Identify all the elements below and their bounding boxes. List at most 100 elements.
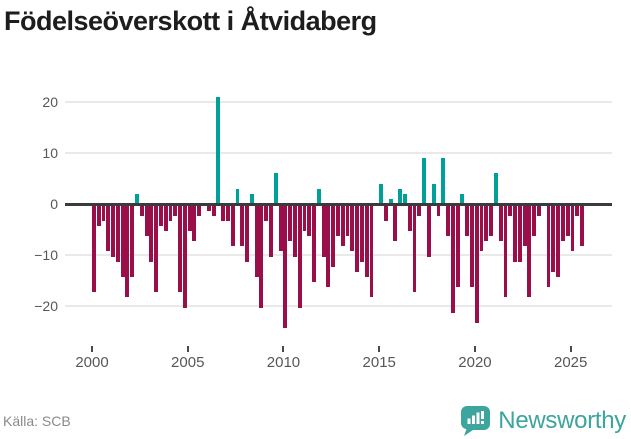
bar-2016Q4 [412,205,417,293]
bar-2013Q1 [340,205,345,247]
bar-2025Q2 [575,205,580,216]
x-tick-label: 2010 [266,354,301,371]
bar-2010Q3 [292,205,297,257]
gridline-y-10 [65,254,612,256]
bar-2000Q3 [101,205,106,221]
bar-2022Q1 [513,205,517,262]
bar-2017Q2 [422,158,427,204]
bar-2006Q2 [211,205,216,216]
bar-2017Q3 [426,205,431,257]
bar-2002Q3 [139,205,144,216]
bar-2020Q2 [479,205,484,252]
bar-2024Q2 [556,205,561,277]
bar-2019Q2 [460,193,465,204]
bar-2018Q1 [436,205,441,216]
bar-2025Q1 [570,205,575,252]
bar-2021Q4 [508,205,513,216]
gridline-y10 [65,152,612,154]
x-tick-label: 2025 [554,354,588,371]
newsworthy-wordmark: Newsworthy [498,406,626,434]
bar-2018Q2 [441,158,446,204]
x-tick-label: 2015 [362,354,396,371]
bar-2005Q1 [187,205,192,231]
bar-2012Q4 [336,205,340,237]
bar-2004Q4 [182,205,187,308]
bar-2019Q4 [470,205,474,288]
bar-2020Q3 [484,205,489,242]
source-label: Källa: SCB [3,413,71,429]
bar-2001Q3 [120,205,125,277]
bar-2021Q3 [503,205,508,298]
x-tick-mark [186,346,189,352]
y-tick-label: −20 [34,298,58,314]
bar-2021Q2 [498,205,503,242]
bar-2000Q4 [106,205,111,252]
bar-2024Q1 [551,205,556,272]
x-tick-mark [91,346,93,352]
bar-2003Q3 [158,205,163,226]
bar-2016Q3 [407,205,412,231]
badge-bar-mid [472,415,476,424]
y-tick-label: 10 [42,145,58,161]
bar-2014Q2 [364,205,369,277]
bar-2009Q2 [269,205,273,257]
bar-2019Q1 [455,205,460,288]
bar-2010Q4 [297,205,302,308]
bar-2012Q2 [326,205,331,288]
x-tick-mark [282,346,285,352]
bar-2014Q3 [369,205,374,298]
bar-2012Q3 [331,205,336,267]
bar-2021Q1 [493,173,498,204]
bar-2010Q2 [288,205,293,242]
bar-2001Q2 [115,205,120,262]
bar-2009Q3 [273,173,278,204]
bar-2002Q1 [130,205,135,277]
bar-2003Q1 [149,205,154,262]
y-tick-label: 0 [50,196,58,212]
bar-2022Q3 [522,205,527,247]
bar-2013Q4 [355,205,360,272]
bar-2013Q2 [345,205,350,237]
x-tick-label: 2020 [458,354,492,371]
bar-2015Q3 [388,198,393,204]
bar-2017Q4 [431,183,436,204]
bar-2007Q1 [225,205,230,221]
bar-2024Q3 [560,205,565,242]
bar-2011Q1 [302,205,307,231]
bar-2023Q1 [532,205,537,237]
bar-2018Q4 [450,205,455,313]
badge-exclamation-stem [481,411,485,419]
newsworthy-logo: Newsworthy [460,405,626,436]
badge-bar-short [467,418,471,424]
bar-2003Q2 [154,205,159,293]
bar-2008Q2 [249,193,254,204]
bar-2007Q2 [230,205,235,247]
bar-2001Q1 [111,205,116,257]
bar-2015Q2 [383,205,388,221]
y-tick-label: −10 [34,247,58,263]
bar-2012Q1 [321,205,326,257]
bar-2003Q4 [163,205,168,231]
bar-2013Q3 [350,205,355,252]
bar-2011Q4 [316,188,321,204]
bar-2000Q1 [92,205,96,293]
bar-2010Q1 [283,205,288,328]
bar-2002Q2 [135,193,139,204]
bar-2005Q2 [192,205,197,242]
bar-2020Q1 [474,205,479,323]
bar-2005Q3 [197,205,202,216]
bar-2004Q2 [173,205,178,216]
bar-2007Q4 [240,205,245,247]
bar-2020Q4 [489,205,494,237]
x-tick-mark [569,346,572,352]
x-axis-zero-line [65,202,612,206]
gridline-y-20 [65,305,612,307]
x-tick-mark [473,346,476,352]
bar-2023Q4 [546,205,551,288]
bar-2024Q4 [565,205,570,237]
bar-2018Q3 [446,205,450,237]
y-tick-label: 20 [42,94,58,110]
badge-exclamation-dot [481,421,485,424]
bar-2022Q4 [527,205,532,298]
bar-2006Q1 [206,205,211,211]
